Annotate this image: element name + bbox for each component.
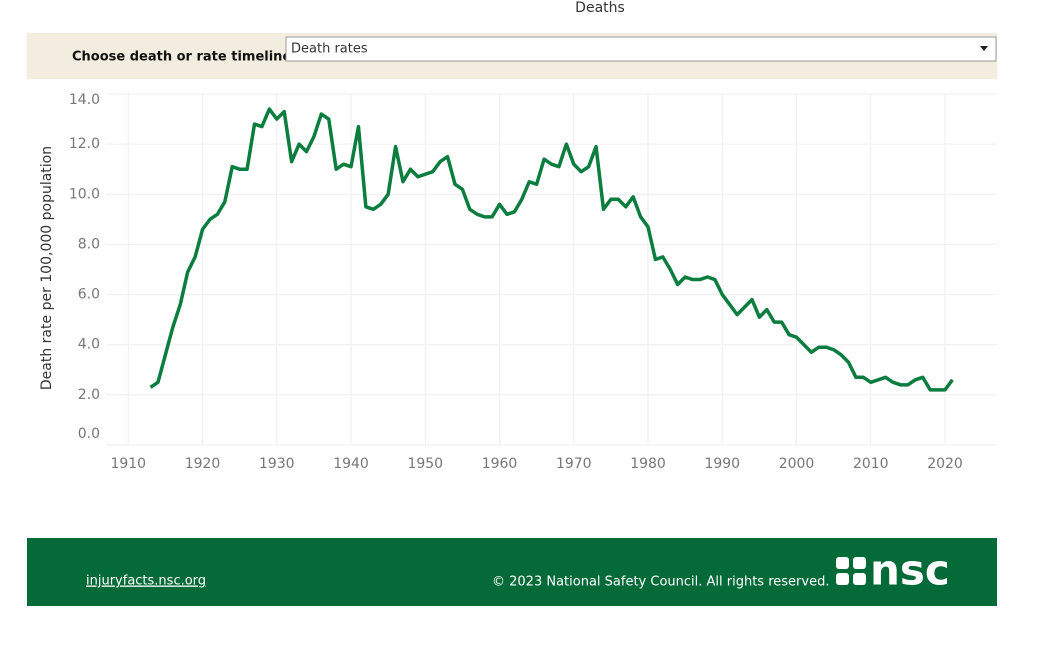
x-tick-label: 1980 [630, 456, 666, 472]
dropdown-value[interactable]: Death rates [291, 42, 368, 57]
y-tick-label: 10.0 [69, 186, 100, 202]
x-tick-label: 1910 [110, 456, 146, 472]
y-tick-label: 8.0 [78, 236, 100, 252]
data-line [149, 107, 954, 392]
plot: 0.0 2.0 4.0 6.0 8.0 10.0 12.0 14.0 1910 1920 1930 1… [69, 92, 997, 472]
footer-copyright: © 2023 National Safety Council. All righ… [492, 575, 829, 590]
y-tick-label: 0.0 [78, 426, 100, 442]
y-tick-label: 2.0 [78, 387, 100, 403]
y-tick-label: 6.0 [78, 287, 100, 303]
y-axis-label: Death rate per 100,000 population [39, 146, 55, 390]
y-tick-label: 12.0 [69, 136, 100, 152]
logo-text: nsc [870, 546, 950, 595]
footer-link[interactable]: injuryfacts.nsc.org [86, 574, 206, 589]
y-tick-label: 14.0 [69, 92, 100, 108]
y-tick-label: 4.0 [78, 337, 100, 353]
x-tick-label: 1920 [185, 456, 221, 472]
dropdown-box[interactable] [285, 36, 997, 62]
x-tick-label: 1950 [407, 456, 443, 472]
dropdown[interactable]: Death rates [285, 36, 997, 62]
x-tick-label: 1960 [482, 456, 518, 472]
x-tick-label: 1940 [333, 456, 369, 472]
x-tick-label: 1990 [704, 456, 740, 472]
x-tick-label: 1930 [259, 456, 295, 472]
dropdown-arrow[interactable] [980, 46, 988, 51]
x-tick-label: 2000 [779, 456, 815, 472]
control-label: Choose death or rate timeline: [72, 50, 296, 65]
logo-mark [836, 557, 866, 585]
x-tick-label: 1970 [556, 456, 592, 472]
title: Deaths [575, 0, 625, 16]
footer [27, 538, 997, 606]
x-tick-label: 2020 [927, 456, 963, 472]
x-tick-label: 2010 [853, 456, 889, 472]
